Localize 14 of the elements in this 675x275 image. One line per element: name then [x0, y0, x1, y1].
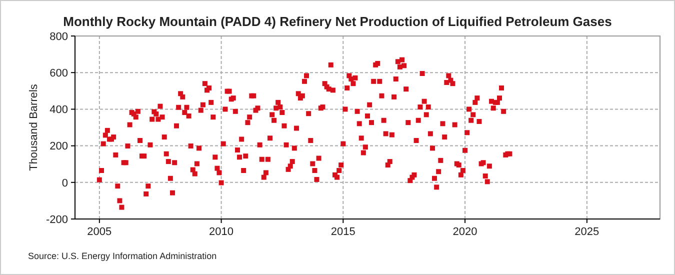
y-tick-label: 800 [50, 30, 68, 43]
chart-title: Monthly Rocky Mountain (PADD 4) Refinery Net Production of Liquified Petroleum Gases [63, 14, 612, 29]
x-tick-label: 2015 [330, 226, 356, 238]
y-tick-label: -200 [46, 214, 68, 226]
y-tick-label: 600 [50, 67, 68, 80]
source-note: Source: U.S. Energy Information Administration [28, 251, 217, 261]
y-tick-label: 200 [50, 140, 68, 153]
y-tick-label: 400 [50, 104, 68, 116]
x-tick-label: 2010 [209, 226, 234, 238]
y-axis-title: Thousand Barrels [28, 84, 40, 171]
x-tick-label: 2005 [87, 226, 112, 238]
x-tick-label: 2020 [452, 226, 478, 238]
y-tick-label: 0 [62, 177, 68, 190]
x-tick-label: 2025 [574, 226, 600, 238]
